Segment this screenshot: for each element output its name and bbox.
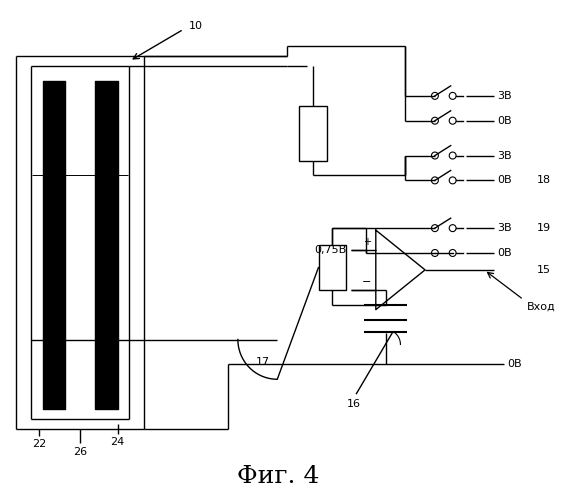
Text: 3В: 3В	[497, 150, 512, 160]
Text: 26: 26	[73, 447, 87, 457]
Text: Фиг. 4: Фиг. 4	[237, 465, 319, 488]
Text: 18: 18	[537, 176, 551, 186]
Text: 19: 19	[537, 223, 551, 233]
Text: 3В: 3В	[497, 223, 512, 233]
Bar	[299, 106, 327, 160]
Text: 0В: 0В	[497, 248, 512, 258]
Text: 22: 22	[32, 439, 46, 449]
Text: 16: 16	[347, 399, 361, 409]
Text: 17: 17	[256, 358, 270, 368]
Text: 10: 10	[189, 21, 203, 31]
Text: +: +	[363, 237, 371, 247]
Text: 24: 24	[110, 437, 125, 447]
Text: 0В: 0В	[497, 116, 512, 126]
Text: 0В: 0В	[507, 360, 521, 370]
Text: 15: 15	[537, 265, 551, 275]
Text: 0,75В: 0,75В	[314, 245, 346, 255]
Text: −: −	[361, 277, 371, 287]
Bar	[319, 245, 346, 290]
Text: Вход: Вход	[526, 302, 555, 312]
Text: 3В: 3В	[497, 91, 512, 101]
Text: 0В: 0В	[497, 176, 512, 186]
